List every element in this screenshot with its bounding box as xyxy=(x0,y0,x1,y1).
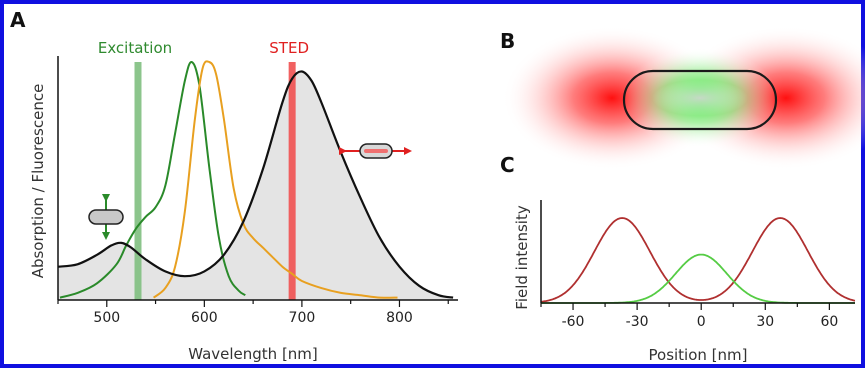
panel-label-a: A xyxy=(10,8,26,32)
depletion-zero xyxy=(652,80,748,116)
annotation-band-0 xyxy=(134,62,142,300)
annotation-band-1 xyxy=(288,62,296,300)
absorption-area xyxy=(58,71,454,300)
x-tick-label: 600 xyxy=(191,310,218,326)
x-tick-label: -60 xyxy=(562,314,585,330)
series-orange-line xyxy=(152,60,398,299)
y-axis-label: Absorption / Fluorescence xyxy=(29,84,47,279)
vertical-polarization-icon xyxy=(88,194,124,240)
y-axis-label: Field intensity xyxy=(513,205,531,310)
x-tick-label: 60 xyxy=(820,314,838,330)
annotation-label-1: STED xyxy=(269,39,309,57)
x-axis-label: Wavelength [nm] xyxy=(188,345,318,363)
series-sted_gaussians-line xyxy=(540,217,856,303)
panel-label-c: C xyxy=(500,153,515,177)
panel-label-b: B xyxy=(500,29,515,53)
horizontal-polarization-icon xyxy=(339,143,412,159)
x-tick-label: 700 xyxy=(289,310,316,326)
panel-c-chart: -60 -30 0 30 60 Position [nm] Field intensity xyxy=(513,200,856,364)
nanorod-outline xyxy=(622,69,778,131)
panel-a-chart: Excitation STED 500 600 700 800 Wavelength [nm… xyxy=(29,39,458,363)
sted-focus-illustration xyxy=(502,26,865,170)
x-axis-label: Position [nm] xyxy=(649,346,748,364)
series-green-line xyxy=(59,61,246,299)
x-tick-label: 800 xyxy=(386,310,413,326)
series-absorption-line xyxy=(57,70,454,299)
x-tick-label: 500 xyxy=(93,310,120,326)
x-tick-label: -30 xyxy=(626,314,649,330)
x-tick-label: 0 xyxy=(697,314,706,330)
x-tick-label: 30 xyxy=(756,314,774,330)
annotation-label-0: Excitation xyxy=(98,39,172,57)
